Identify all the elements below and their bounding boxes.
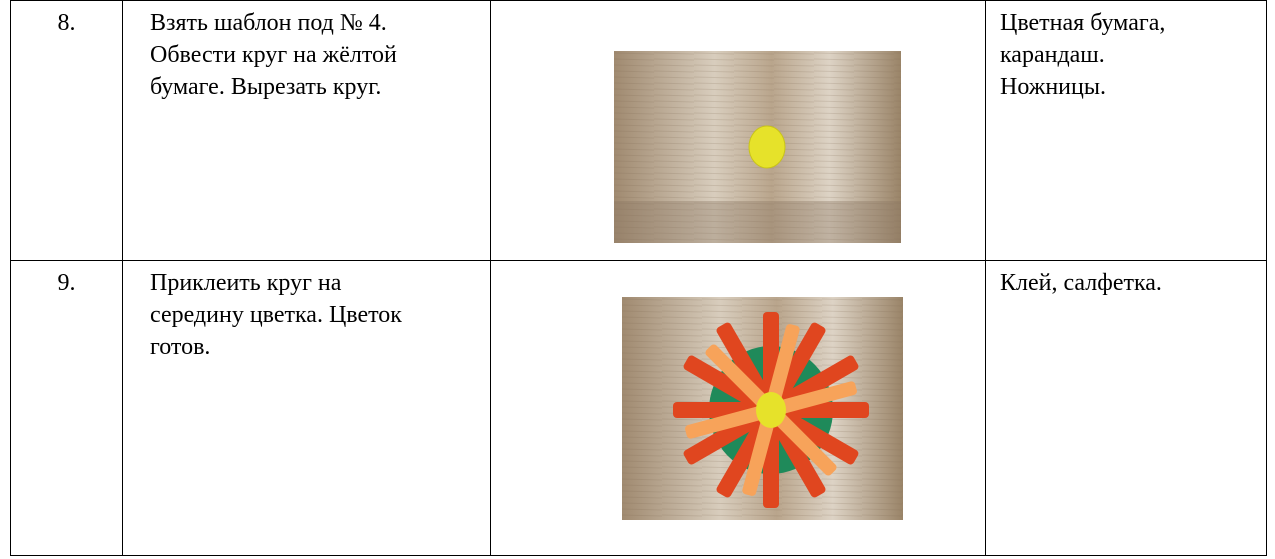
photo-flower [622,297,903,520]
petal [765,324,800,411]
description-line: Приклеить круг на [150,270,342,296]
materials-line: Клей, салфетка. [1000,270,1162,296]
materials-line: Цветная бумага, [1000,10,1166,36]
petal [768,404,859,465]
description-line: Обвести круг на жёлтой [150,42,397,68]
petal [770,381,857,416]
petal [716,322,777,413]
step-number: 9. [57,270,76,296]
description-line: середину цветка. Цветок [150,302,402,328]
petals [673,312,869,508]
materials-cell: Клей, салфетка. [985,260,1267,556]
description-line: готов. [150,334,211,360]
materials-line: Ножницы. [1000,74,1106,100]
description-line: Взять шаблон под № 4. [150,10,387,36]
petal [742,409,777,496]
materials-cell: Цветная бумага, карандаш. Ножницы. [985,0,1267,261]
materials-line: карандаш. [1000,42,1105,68]
petal [765,407,826,498]
petal [683,355,774,416]
petal [767,406,837,476]
number-cell: 9. [10,260,123,556]
shadow [614,201,901,243]
number-cell: 8. [10,0,123,261]
photo-yellow-circle [614,51,901,243]
yellow-center [756,392,786,428]
description-cell: Взять шаблон под № 4. Обвести круг на жё… [122,0,491,261]
description-cell: Приклеить круг на середину цветка. Цвето… [122,260,491,556]
description-line: бумаге. Вырезать круг. [150,74,382,100]
step-number: 8. [57,10,76,36]
petal [705,344,775,414]
petal [685,404,772,439]
yellow-circle [748,125,786,169]
